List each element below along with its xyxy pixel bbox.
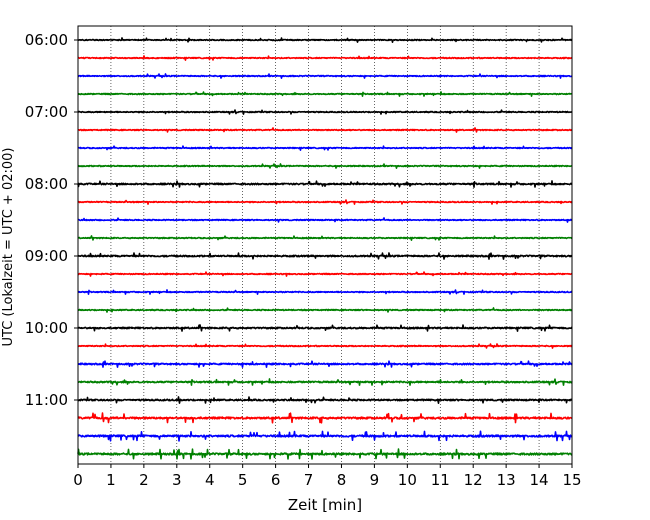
x-tick-label-6: 6 [271,471,281,489]
trace-0830 [77,217,573,223]
trace-0915 [77,271,573,277]
trace-0730 [77,145,573,151]
x-tick-label-7: 7 [304,471,314,489]
x-tick-label-10: 10 [398,471,417,489]
x-tick-label-2: 2 [139,471,149,489]
y-tick-label-3: 09:00 [25,247,68,265]
y-axis-ticks: 06:00 07:00 08:00 09:00 10:00 11:00 [25,31,78,409]
x-tick-label-9: 9 [370,471,380,489]
trace-1130 [77,430,573,442]
x-tick-label-15: 15 [562,471,581,489]
trace-0715 [77,127,573,133]
trace-1015 [77,343,573,349]
x-tick-label-8: 8 [337,471,347,489]
trace-0815 [77,199,573,205]
plot-frame [77,25,573,465]
trace-1145 [77,448,573,460]
x-tick-label-3: 3 [172,471,182,489]
seismic-traces [77,37,573,460]
vertical-grid [110,26,540,464]
x-tick-label-12: 12 [464,471,483,489]
x-tick-label-0: 0 [73,471,83,489]
trace-1100 [77,396,573,404]
x-tick-label-4: 4 [205,471,215,489]
trace-1045 [77,378,573,386]
trace-1000 [77,324,573,332]
trace-0900 [77,252,573,260]
x-tick-label-1: 1 [106,471,116,489]
x-tick-label-13: 13 [497,471,516,489]
y-tick-label-0: 06:00 [25,31,68,49]
x-axis-ticks: 0 1 2 3 4 5 6 7 8 9 10 11 12 13 14 15 [73,464,582,489]
y-tick-label-5: 11:00 [25,391,68,409]
x-tick-label-5: 5 [238,471,248,489]
y-tick-label-1: 07:00 [25,103,68,121]
x-tick-label-11: 11 [431,471,450,489]
x-tick-label-14: 14 [530,471,549,489]
trace-0800 [77,180,573,188]
trace-0745 [77,163,573,169]
trace-0600 [77,37,573,43]
trace-0700 [77,109,573,115]
y-tick-label-2: 08:00 [25,175,68,193]
trace-1115 [77,412,573,424]
trace-0930 [77,289,573,295]
trace-0630 [77,73,573,79]
x-axis-title: Zeit [min] [288,496,362,514]
trace-1030 [77,360,573,368]
y-axis-title: UTC (Lokalzeit = UTC + 02:00) [1,148,16,347]
trace-0615 [77,55,573,61]
y-tick-label-4: 10:00 [25,319,68,337]
trace-0945 [77,307,573,313]
trace-0845 [77,235,573,241]
trace-0645 [77,91,573,97]
